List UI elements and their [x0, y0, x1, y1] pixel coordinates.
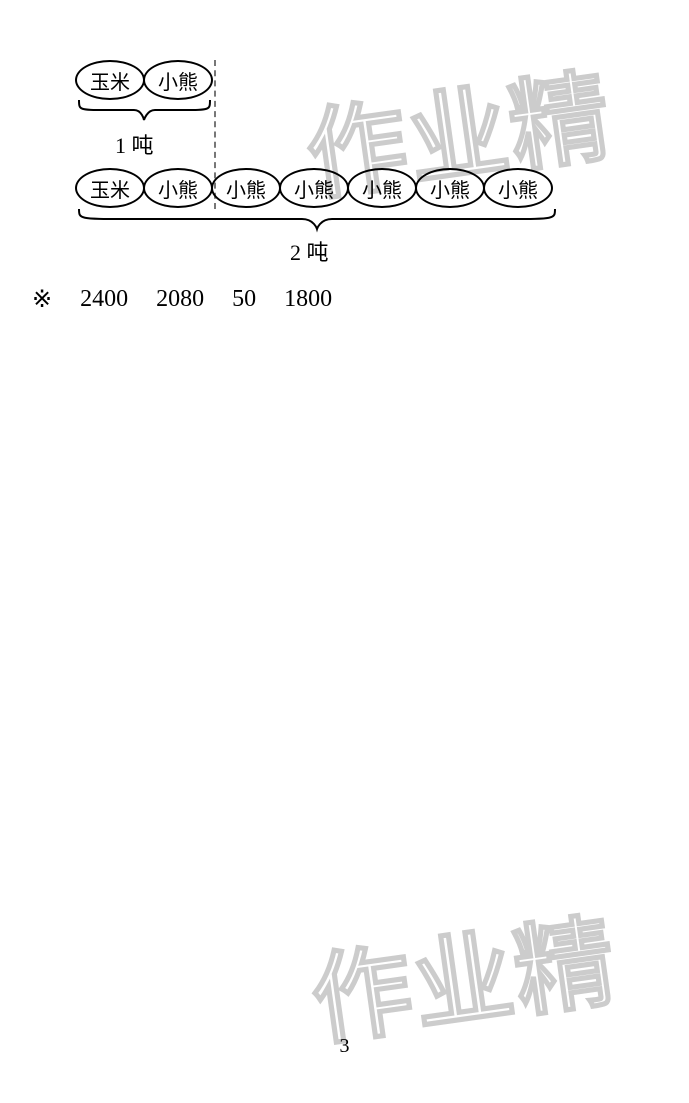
diagram-row-1: 玉米 小熊 — [75, 60, 211, 100]
answer-value: 1800 — [284, 286, 332, 313]
watermark-bottom: 作业精 — [301, 879, 624, 1065]
answers-line: ※ 2400 2080 50 1800 — [32, 285, 332, 314]
page-number: 3 — [340, 1035, 350, 1058]
oval-item: 小熊 — [347, 168, 417, 208]
page-container: 作业精 玉米 小熊 1 吨 玉米 小熊 小熊 小熊 小熊 小熊 小熊 2 吨 ※… — [0, 0, 689, 1103]
weight-diagram: 玉米 小熊 1 吨 玉米 小熊 小熊 小熊 小熊 小熊 小熊 2 吨 — [75, 50, 595, 270]
oval-item: 小熊 — [143, 168, 213, 208]
reference-mark-icon: ※ — [32, 285, 52, 314]
oval-item: 小熊 — [143, 60, 213, 100]
oval-item: 小熊 — [279, 168, 349, 208]
oval-item: 小熊 — [415, 168, 485, 208]
oval-item: 小熊 — [211, 168, 281, 208]
answer-value: 2080 — [156, 286, 204, 313]
answer-value: 50 — [232, 286, 256, 313]
oval-item: 玉米 — [75, 60, 145, 100]
answer-value: 2400 — [80, 286, 128, 313]
brace-row-1 — [77, 98, 212, 128]
diagram-row-2: 玉米 小熊 小熊 小熊 小熊 小熊 小熊 — [75, 168, 551, 208]
brace-label-1: 1 吨 — [115, 128, 154, 160]
oval-item: 玉米 — [75, 168, 145, 208]
brace-row-2 — [77, 207, 557, 237]
brace-label-2: 2 吨 — [290, 235, 329, 267]
oval-item: 小熊 — [483, 168, 553, 208]
